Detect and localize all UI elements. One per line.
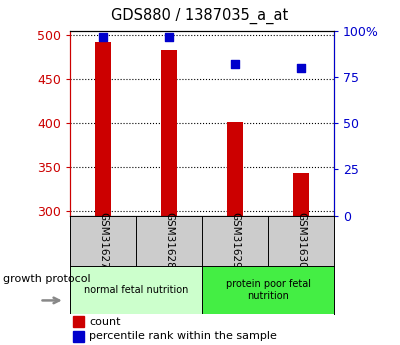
Text: growth protocol: growth protocol <box>3 274 91 284</box>
Point <box>166 34 172 39</box>
Bar <box>95 42 111 216</box>
Text: count: count <box>89 317 120 327</box>
Text: percentile rank within the sample: percentile rank within the sample <box>89 331 277 341</box>
Bar <box>73 331 84 342</box>
Bar <box>73 316 84 327</box>
Text: GSM31629: GSM31629 <box>230 212 240 269</box>
Bar <box>227 121 243 216</box>
Bar <box>161 49 177 216</box>
Text: GDS880 / 1387035_a_at: GDS880 / 1387035_a_at <box>111 8 289 23</box>
Text: GSM31628: GSM31628 <box>164 212 174 269</box>
Point <box>298 65 304 71</box>
Text: GSM31630: GSM31630 <box>296 212 306 269</box>
Text: GSM31627: GSM31627 <box>98 212 108 269</box>
Point <box>100 34 106 39</box>
Text: normal fetal nutrition: normal fetal nutrition <box>84 285 188 295</box>
Text: protein poor fetal
nutrition: protein poor fetal nutrition <box>226 279 310 301</box>
Point <box>232 61 238 67</box>
Bar <box>293 174 309 216</box>
